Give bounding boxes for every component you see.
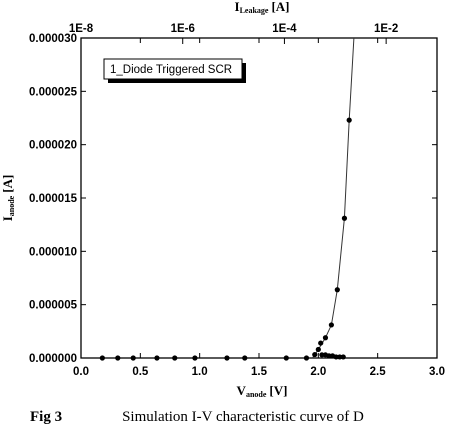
data-point — [192, 355, 198, 361]
legend-label: 1_Diode Triggered SCR — [110, 64, 232, 76]
data-point — [242, 355, 248, 361]
x-tick-label: 0.0 — [73, 366, 89, 378]
x-tick-label: 1.0 — [192, 366, 208, 378]
data-point — [224, 355, 230, 361]
top-tick-label: 1E-6 — [171, 23, 195, 35]
y-axis-ticks: 0.000000 0.000005 0.000010 0.000015 0.000020… — [29, 33, 437, 365]
y-tick-label: 0.000015 — [29, 193, 78, 205]
x-tick-label: 1.5 — [251, 366, 268, 378]
x-axis-title: Vanode [V] — [237, 383, 288, 399]
x-tick-label: 0.5 — [132, 366, 149, 378]
data-point — [312, 351, 318, 358]
plot-area — [80, 37, 438, 359]
top-tick-label: 1E-2 — [374, 23, 398, 35]
y-tick-label: 0.000010 — [29, 246, 77, 258]
y-tick-label: 0.000020 — [29, 140, 77, 152]
y-axis-title: Ianode[A] — [0, 175, 16, 222]
data-point — [172, 355, 178, 361]
top-tick-label: 1E-8 — [69, 23, 94, 35]
data-point — [328, 322, 334, 328]
data-point — [115, 355, 121, 361]
y-tick-label: 0.000030 — [29, 33, 77, 45]
series-curve — [311, 37, 355, 359]
data-point — [130, 355, 136, 361]
data-point — [322, 335, 329, 341]
top-axis-ticks: 1E-8 1E-6 1E-4 1E-2 — [69, 23, 398, 44]
legend: 1_Diode Triggered SCR — [103, 58, 246, 83]
data-point — [337, 354, 343, 360]
series-points — [99, 117, 352, 361]
y-tick-label: 0.000025 — [29, 86, 78, 98]
data-point — [154, 355, 160, 361]
x-tick-label: 3.0 — [429, 366, 445, 378]
data-point — [334, 287, 340, 293]
data-point — [333, 354, 339, 360]
y-tick-label: 0.000000 — [29, 353, 77, 365]
x-axis-ticks: 0.0 0.5 1.0 1.5 2.0 2.5 3.0 — [73, 38, 445, 378]
data-point — [318, 340, 324, 346]
curve-path — [311, 37, 355, 359]
data-point — [341, 215, 348, 221]
data-point — [99, 355, 105, 361]
x-tick-label: 2.5 — [370, 366, 387, 378]
figure-caption: Fig 3 Simulation I-V characteristic curve… — [30, 409, 364, 425]
legend-box — [103, 58, 243, 80]
data-point — [283, 355, 289, 361]
top-tick-label: 1E-4 — [272, 23, 297, 35]
data-point — [303, 355, 310, 361]
data-point — [346, 117, 352, 123]
data-point — [319, 352, 325, 358]
x-tick-label: 2.0 — [310, 366, 326, 378]
top-axis-title: ILeakage [A] — [235, 0, 290, 15]
data-point — [340, 354, 346, 360]
data-point — [315, 346, 321, 353]
data-point — [326, 353, 332, 359]
y-tick-label: 0.000005 — [29, 300, 78, 312]
